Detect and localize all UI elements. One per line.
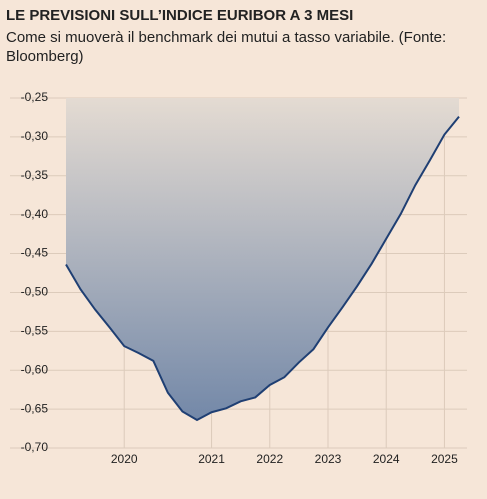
x-tick-label: 2022 [256, 452, 283, 466]
chart-subtitle: Come si muoverà il benchmark dei mutui a… [6, 29, 447, 65]
area [66, 98, 459, 420]
x-tick-label: 2025 [431, 452, 458, 466]
y-tick-label: -0,40 [21, 207, 49, 221]
y-tick-label: -0,35 [21, 168, 49, 182]
y-tick-label: -0,65 [21, 401, 49, 415]
y-tick-label: -0,45 [21, 246, 49, 260]
x-tick-label: 2020 [111, 452, 138, 466]
chart-title: LE PREVISIONI SULL’INDICE EURIBOR A 3 ME… [6, 7, 353, 24]
x-tick-label: 2024 [373, 452, 400, 466]
y-tick-label: -0,30 [21, 129, 49, 143]
x-tick-label: 2021 [198, 452, 225, 466]
y-tick-label: -0,60 [21, 362, 49, 376]
line [65, 116, 460, 422]
y-tick-label: -0,25 [21, 90, 49, 104]
y-tick-label: -0,50 [21, 285, 49, 299]
y-tick-label: -0,70 [21, 440, 49, 454]
x-tick-label: 2023 [315, 452, 342, 466]
y-tick-label: -0,55 [21, 324, 49, 338]
subtitle-box: Come si muoverà il benchmark dei mutui a… [6, 29, 447, 65]
